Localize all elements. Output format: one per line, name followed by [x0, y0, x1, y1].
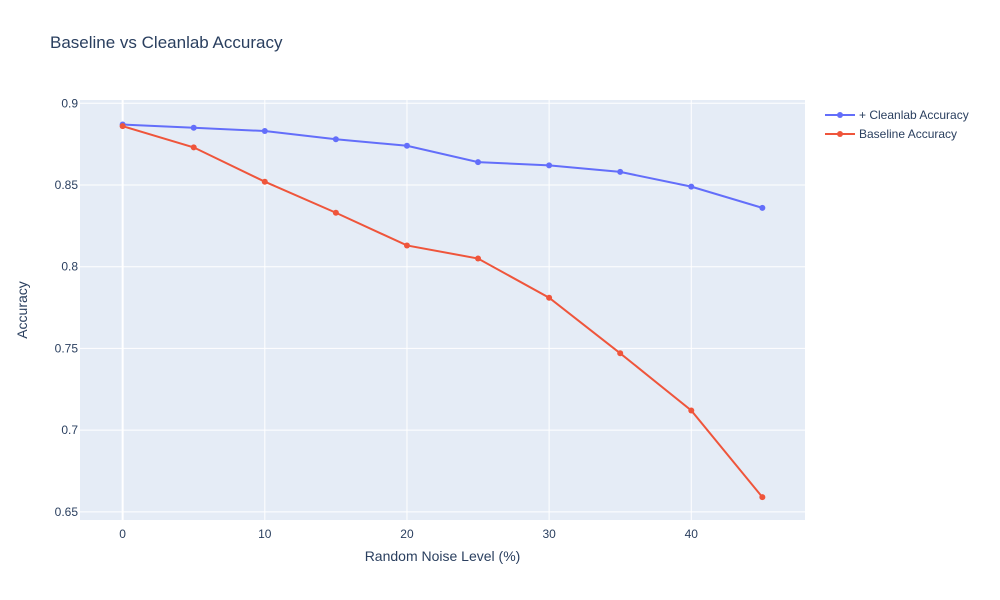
chart-title: Baseline vs Cleanlab Accuracy	[50, 33, 283, 52]
legend-item[interactable]: + Cleanlab Accuracy	[825, 108, 969, 122]
legend-swatch-marker	[837, 112, 843, 118]
legend-item[interactable]: Baseline Accuracy	[825, 127, 957, 141]
data-point[interactable]	[261, 178, 268, 185]
data-point[interactable]	[190, 124, 197, 131]
x-axis-title: Random Noise Level (%)	[365, 548, 521, 564]
data-point[interactable]	[759, 494, 766, 501]
y-tick-label: 0.75	[55, 341, 79, 355]
data-point[interactable]	[475, 159, 482, 166]
legend-swatch-marker	[837, 131, 843, 137]
x-tick-label: 0	[119, 527, 126, 541]
legend: + Cleanlab Accuracy Baseline Accuracy	[825, 108, 969, 141]
grid-lines	[80, 100, 805, 520]
y-tick-label: 0.8	[61, 260, 78, 274]
y-axis-ticks: 0.65 0.7 0.75 0.8 0.85 0.9	[55, 96, 79, 519]
data-point[interactable]	[617, 168, 624, 175]
series-line	[122, 123, 763, 209]
series-layer	[119, 121, 766, 501]
data-point[interactable]	[688, 183, 695, 190]
y-tick-label: 0.85	[55, 178, 79, 192]
x-tick-label: 20	[400, 527, 414, 541]
x-tick-label: 10	[258, 527, 272, 541]
data-point[interactable]	[546, 162, 553, 169]
y-tick-label: 0.65	[55, 505, 79, 519]
data-point[interactable]	[332, 209, 339, 216]
x-tick-label: 40	[685, 527, 699, 541]
series-line	[122, 125, 764, 498]
y-axis-title: Accuracy	[14, 281, 30, 339]
data-point[interactable]	[403, 242, 410, 249]
legend-label: + Cleanlab Accuracy	[859, 108, 969, 122]
series-baseline-accuracy	[119, 123, 766, 501]
data-point[interactable]	[190, 144, 197, 151]
legend-label: Baseline Accuracy	[859, 127, 957, 141]
data-point[interactable]	[119, 123, 126, 130]
data-point[interactable]	[617, 350, 624, 357]
data-point[interactable]	[403, 142, 410, 149]
y-tick-label: 0.9	[61, 96, 78, 110]
x-tick-label: 30	[542, 527, 556, 541]
data-point[interactable]	[332, 136, 339, 143]
data-point[interactable]	[475, 255, 482, 262]
data-point[interactable]	[688, 407, 695, 414]
x-axis-ticks: 0 10 20 30 40	[119, 527, 698, 541]
data-point[interactable]	[546, 294, 553, 301]
plot-background	[80, 100, 805, 520]
data-point[interactable]	[759, 204, 766, 211]
y-tick-label: 0.7	[61, 423, 78, 437]
data-point[interactable]	[261, 128, 268, 135]
